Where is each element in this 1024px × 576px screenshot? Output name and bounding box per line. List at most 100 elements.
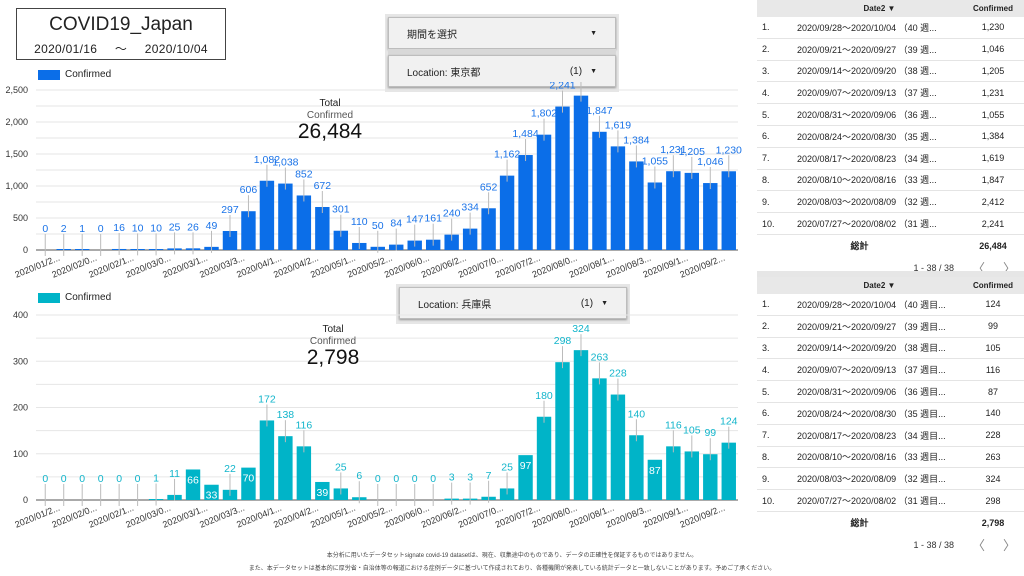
bar	[703, 183, 718, 250]
data-label: 1,847	[586, 105, 612, 117]
row-index: 7.	[762, 430, 770, 441]
period-selector[interactable]: 期間を選択 ▼	[388, 17, 616, 49]
row-date: 2020/08/24〜2020/08/30 （35 週...	[797, 131, 937, 142]
table-row[interactable]: 5. 2020/08/31〜2020/09/06 （36 週目... 87	[757, 381, 1024, 403]
bar	[666, 446, 681, 500]
table-row[interactable]: 10. 2020/07/27〜2020/08/02 （31 週目... 298	[757, 490, 1024, 512]
data-label: 297	[221, 204, 239, 216]
prev-page-icon[interactable]: 〈	[971, 538, 985, 554]
table-row[interactable]: 10. 2020/07/27〜2020/08/02 （31 週... 2,241	[757, 213, 1024, 235]
chevron-down-icon: ▼	[601, 299, 608, 307]
data-label: 1,802	[531, 108, 557, 120]
scorecard-metric: Confirmed	[306, 110, 354, 121]
table-row[interactable]: 6. 2020/08/24〜2020/08/30 （35 週... 1,384	[757, 126, 1024, 148]
table-row[interactable]: 8. 2020/08/10〜2020/08/16 （33 週... 1,847	[757, 170, 1024, 192]
pagination-range: 1 - 38 / 38	[913, 262, 954, 273]
location-filter-hyogo-count: (1)	[580, 297, 594, 309]
column-header-date[interactable]: Date2 ▼	[863, 281, 896, 290]
data-label: 298	[554, 335, 572, 347]
data-label: 0	[135, 473, 141, 485]
row-index: 1.	[762, 22, 770, 33]
row-date: 2020/09/07〜2020/09/13 （37 週目...	[797, 365, 946, 376]
row-index: 2.	[762, 44, 770, 55]
y-tick-label: 2,000	[5, 117, 28, 127]
row-index: 6.	[762, 408, 770, 419]
bar	[222, 230, 238, 250]
table-row[interactable]: 9. 2020/08/03〜2020/08/09 （32 週目... 324	[757, 468, 1024, 491]
row-date: 2020/07/27〜2020/08/02 （31 週目...	[797, 496, 946, 507]
bar	[573, 95, 589, 250]
y-tick-label: 300	[13, 356, 28, 366]
location-filter-hyogo[interactable]: Location: 兵庫県 (1) ▼	[399, 287, 627, 319]
bar	[315, 481, 330, 500]
table-row[interactable]: 7. 2020/08/17〜2020/08/23 （34 週目... 228	[757, 425, 1024, 447]
row-confirmed: 298	[985, 495, 1001, 506]
table-row[interactable]: 3. 2020/09/14〜2020/09/20 （38 週目... 105	[757, 338, 1024, 360]
table-row[interactable]: 1. 2020/09/28〜2020/10/04 （40 週... 1,230	[757, 17, 1024, 39]
period-selector-label: 期間を選択	[407, 29, 457, 41]
table-row[interactable]: 9. 2020/08/03〜2020/08/09 （32 週... 2,412	[757, 191, 1024, 214]
row-index: 4.	[762, 364, 770, 375]
table-total-row: 総計 26,484	[757, 235, 1024, 257]
data-label: 1,055	[642, 155, 668, 167]
table-row[interactable]: 6. 2020/08/24〜2020/08/30 （35 週目... 140	[757, 403, 1024, 425]
data-label: 652	[480, 181, 498, 193]
data-label: 87	[649, 465, 661, 477]
data-label: 0	[375, 473, 381, 485]
column-header-confirmed[interactable]: Confirmed	[973, 4, 1013, 13]
table-row[interactable]: 4. 2020/09/07〜2020/09/13 （37 週... 1,231	[757, 82, 1024, 105]
data-label: 50	[372, 220, 384, 232]
data-label: 1,162	[494, 149, 520, 161]
data-label: 10	[132, 222, 144, 234]
row-confirmed: 263	[985, 451, 1001, 462]
table-row[interactable]: 2. 2020/09/21〜2020/09/27 （39 週目... 99	[757, 316, 1024, 338]
legend-swatch	[38, 69, 60, 80]
table-row[interactable]: 1. 2020/09/28〜2020/10/04 （40 週目... 124	[757, 294, 1024, 316]
data-label: 1	[153, 473, 159, 485]
row-date: 2020/08/31〜2020/09/06 （36 週目...	[797, 387, 946, 398]
row-date: 2020/08/17〜2020/08/23 （34 週...	[797, 153, 937, 164]
row-date: 2020/09/28〜2020/10/04 （40 週目...	[797, 299, 946, 310]
table-row[interactable]: 7. 2020/08/17〜2020/08/23 （34 週... 1,619	[757, 148, 1024, 170]
table-row[interactable]: 2. 2020/09/21〜2020/09/27 （39 週... 1,046	[757, 39, 1024, 61]
row-confirmed: 1,046	[981, 44, 1005, 55]
data-label: 0	[98, 223, 104, 235]
table-row[interactable]: 8. 2020/08/10〜2020/08/16 （33 週目... 263	[757, 447, 1024, 469]
table-row[interactable]: 5. 2020/08/31〜2020/09/06 （36 週... 1,055	[757, 104, 1024, 126]
data-label: 16	[113, 222, 125, 234]
y-tick-label: 1,000	[5, 181, 28, 191]
column-header-date[interactable]: Date2 ▼	[863, 4, 896, 13]
column-header-confirmed[interactable]: Confirmed	[973, 281, 1013, 290]
data-label: 0	[79, 473, 85, 485]
row-index: 6.	[762, 131, 770, 142]
data-label: 1,038	[272, 157, 298, 169]
row-index: 4.	[762, 87, 770, 98]
row-confirmed: 87	[987, 386, 998, 397]
data-label: 1,046	[697, 156, 723, 168]
table-row[interactable]: 4. 2020/09/07〜2020/09/13 （37 週目... 116	[757, 359, 1024, 382]
chevron-down-icon: ▼	[590, 67, 597, 75]
bar	[647, 459, 663, 500]
legend-swatch	[38, 292, 60, 303]
y-tick-label: 100	[13, 449, 28, 459]
data-label: 97	[520, 460, 532, 472]
hyogo-chart-legend: Confirmed	[38, 292, 111, 303]
row-index: 5.	[762, 386, 770, 397]
scorecard-value: 2,798	[306, 346, 360, 369]
row-confirmed: 1,847	[981, 174, 1005, 185]
data-label: 110	[351, 216, 368, 228]
row-index: 1.	[762, 299, 770, 310]
row-index: 8.	[762, 451, 770, 462]
bar	[259, 180, 275, 250]
data-label: 1,205	[679, 146, 705, 158]
table-row[interactable]: 3. 2020/09/14〜2020/09/20 （38 週... 1,205	[757, 61, 1024, 83]
next-page-icon[interactable]: 〉	[1002, 538, 1016, 554]
bar	[592, 131, 607, 250]
row-date: 2020/09/28〜2020/10/04 （40 週...	[797, 22, 937, 33]
row-date: 2020/09/21〜2020/09/27 （39 週...	[797, 44, 937, 55]
data-label: 105	[683, 424, 701, 436]
data-label: 22	[224, 463, 236, 475]
scorecard-metric: Confirmed	[309, 336, 357, 347]
location-filter-tokyo[interactable]: Location: 東京都 (1) ▼	[388, 55, 616, 87]
